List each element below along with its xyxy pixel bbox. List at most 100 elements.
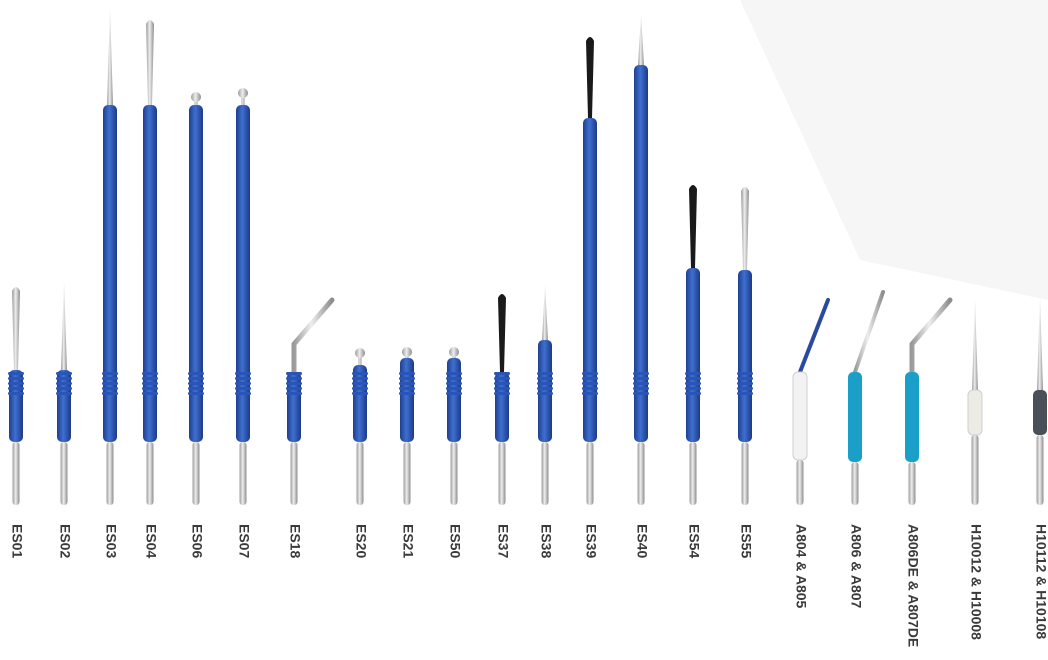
grip-ring xyxy=(494,382,510,385)
handle xyxy=(738,270,752,442)
grip-ring xyxy=(537,387,553,390)
grip-ring xyxy=(188,382,204,385)
handle xyxy=(686,268,700,442)
grip-ring xyxy=(286,377,302,380)
grip-ring xyxy=(537,372,553,375)
ball-tip xyxy=(402,347,412,357)
handle xyxy=(792,371,808,461)
handle xyxy=(967,389,983,436)
electrode: ES37 xyxy=(494,294,511,558)
grip-ring xyxy=(56,387,72,390)
ball-tip xyxy=(191,92,201,102)
electrode: ES21 xyxy=(399,347,416,558)
shaft xyxy=(741,442,749,505)
electrode-label: A804 & A805 xyxy=(793,524,809,609)
electrode-label: H10012 & H10008 xyxy=(968,524,984,640)
electrode: ES06 xyxy=(188,92,205,558)
grip-ring xyxy=(494,392,510,395)
grip-ring xyxy=(286,387,302,390)
shaft xyxy=(403,442,411,505)
electrode-label: ES07 xyxy=(236,524,252,558)
handle xyxy=(634,65,648,442)
grip-ring xyxy=(582,392,598,395)
grip-ring xyxy=(582,382,598,385)
handle xyxy=(353,365,367,442)
handle xyxy=(189,105,203,442)
blade-tip xyxy=(498,294,506,372)
angled-tip xyxy=(853,290,885,374)
shaft xyxy=(908,462,916,505)
electrode: ES55 xyxy=(737,187,754,558)
grip-ring xyxy=(235,392,251,395)
electrode: ES54 xyxy=(685,185,702,558)
grip-ring xyxy=(8,392,24,395)
grip-ring xyxy=(286,372,302,375)
stem xyxy=(358,352,362,369)
grip-ring xyxy=(56,372,72,375)
grip-ring xyxy=(633,387,649,390)
shaft xyxy=(586,442,594,505)
grip-ring xyxy=(399,372,415,375)
grip-ring xyxy=(235,377,251,380)
electrode-label: ES18 xyxy=(287,524,303,558)
grip-ring xyxy=(142,372,158,375)
ball-tip xyxy=(355,348,365,358)
shaft xyxy=(356,442,364,505)
handle xyxy=(400,358,414,442)
grip-ring xyxy=(235,382,251,385)
electrode: A806DE & A807DE xyxy=(905,297,953,647)
shaft xyxy=(146,442,154,505)
grip-ring xyxy=(537,377,553,380)
handle xyxy=(57,370,71,442)
background-shape xyxy=(740,0,1048,300)
electrodes: ES01 ES02 ES03 ES04 ES06 ES07 ES18 ES20 ES21 ES50… xyxy=(8,8,1048,647)
grip-ring xyxy=(188,392,204,395)
grip-ring xyxy=(582,387,598,390)
grip-ring xyxy=(56,392,72,395)
blade-tip xyxy=(12,287,20,370)
shaft xyxy=(971,435,979,505)
needle-tip xyxy=(107,8,113,105)
grip-ring xyxy=(102,387,118,390)
grip-ring xyxy=(102,382,118,385)
grip-ring xyxy=(399,387,415,390)
shaft xyxy=(541,442,549,505)
electrode: ES20 xyxy=(352,348,369,558)
handle xyxy=(848,372,862,462)
shaft xyxy=(498,442,506,505)
grip-ring xyxy=(737,387,753,390)
grip-ring xyxy=(685,392,701,395)
grip-ring xyxy=(399,382,415,385)
grip-ring xyxy=(399,377,415,380)
electrode: ES38 xyxy=(537,285,554,558)
electrode-label: A806DE & A807DE xyxy=(905,524,921,647)
electrode: ES50 xyxy=(446,347,463,558)
electrode-label: ES38 xyxy=(538,524,554,558)
handle xyxy=(9,370,23,442)
grip-ring xyxy=(8,382,24,385)
grip-ring xyxy=(188,372,204,375)
grip-ring xyxy=(494,377,510,380)
grip-ring xyxy=(633,372,649,375)
handle xyxy=(538,340,552,442)
electrode: A804 & A805 xyxy=(792,298,830,609)
electrode-label: ES21 xyxy=(400,524,416,558)
grip-ring xyxy=(633,377,649,380)
electrode-label: H10112 & H10108 xyxy=(1033,524,1048,639)
stem xyxy=(194,96,198,109)
handle xyxy=(236,105,250,442)
grip-ring xyxy=(102,392,118,395)
handle xyxy=(905,372,919,462)
shaft xyxy=(851,462,859,505)
handle xyxy=(447,358,461,442)
grip-ring xyxy=(8,372,24,375)
needle-tip xyxy=(1037,298,1043,390)
grip-ring xyxy=(188,387,204,390)
shaft xyxy=(106,442,114,505)
grip-ring xyxy=(685,372,701,375)
grip-ring xyxy=(352,382,368,385)
blade-tip xyxy=(741,187,749,270)
electrode-label: ES20 xyxy=(353,524,369,558)
grip-ring xyxy=(188,377,204,380)
electrode: H10012 & H10008 xyxy=(967,300,984,640)
